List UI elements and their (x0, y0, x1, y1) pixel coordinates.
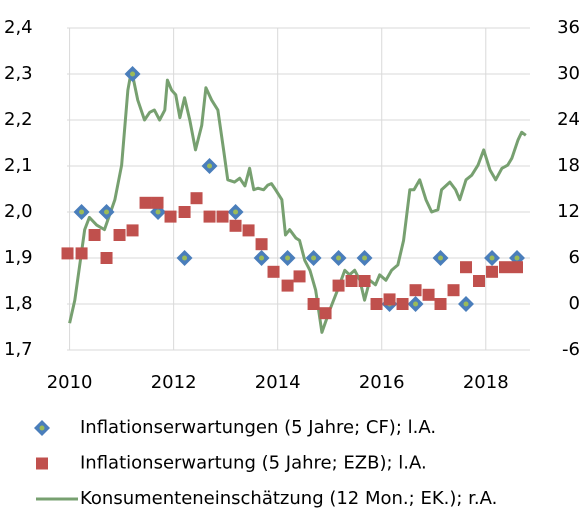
marker-center (285, 255, 291, 261)
square-marker (422, 288, 435, 301)
y-tick-label: 1,8 (4, 293, 33, 314)
y-tick-label: 2,1 (4, 155, 33, 176)
square-marker (88, 229, 101, 241)
square-marker (409, 284, 422, 297)
marker-center (259, 255, 265, 261)
square-marker (345, 275, 358, 287)
square-marker (178, 206, 191, 218)
x-tick-label: 2012 (151, 372, 197, 393)
square-marker (139, 196, 152, 209)
square-marker (229, 219, 242, 232)
marker-center (182, 255, 188, 261)
data-line (68, 68, 527, 334)
marker-center (207, 163, 213, 169)
marker-center (155, 209, 161, 215)
y2-tick-label: 12 (557, 201, 580, 222)
marker-center (489, 255, 495, 261)
square-marker (358, 275, 371, 287)
square-marker (164, 210, 177, 223)
square-marker (370, 298, 383, 310)
marker-center (362, 255, 368, 261)
square-marker (151, 196, 164, 209)
square-marker (510, 261, 523, 274)
marker-center (130, 71, 136, 77)
square-marker (307, 298, 320, 310)
square-marker (75, 247, 88, 260)
x-tick-label: 2010 (47, 372, 93, 393)
y-tick-label: 1,9 (4, 247, 33, 268)
square-marker (113, 229, 126, 241)
square-marker (383, 293, 396, 306)
legend-swatch-center (39, 425, 45, 431)
marker-center (311, 255, 317, 261)
legend-label: Inflationserwartungen (5 Jahre; CF); l.A… (80, 417, 436, 438)
marker-center (463, 301, 469, 307)
square-marker (473, 275, 486, 287)
square-marker (242, 224, 255, 237)
y-tick-label: 2,0 (4, 201, 33, 222)
marker-center (438, 255, 444, 261)
y2-tick-label: 36 (557, 17, 580, 38)
square-marker (434, 298, 447, 310)
legend-swatch (36, 457, 48, 470)
square-marker (281, 279, 294, 292)
square-marker (100, 252, 113, 264)
marker-center (104, 209, 110, 215)
square-marker (267, 265, 280, 278)
square-marker (447, 284, 460, 297)
x-tick-label: 2014 (255, 372, 301, 393)
square-marker (396, 298, 409, 310)
square-marker (319, 307, 332, 320)
y2-tick-label: 6 (569, 247, 580, 268)
square-marker (293, 270, 306, 283)
square-marker (216, 210, 229, 223)
y2-tick-label: 0 (569, 293, 580, 314)
y-tick-label: 1,7 (4, 339, 33, 360)
marker-center (233, 209, 239, 215)
marker-center (79, 209, 85, 215)
y-tick-label: 2,2 (4, 109, 33, 130)
marker-center (514, 255, 520, 261)
square-marker (203, 210, 216, 223)
x-tick-label: 2016 (359, 372, 405, 393)
marker-center (413, 301, 419, 307)
legend-label: Konsumenteneinschätzung (12 Mon.; EK.); … (80, 488, 497, 509)
square-marker (190, 192, 203, 205)
square-marker (332, 279, 345, 292)
square-marker (61, 247, 74, 260)
legend-label: Inflationserwartung (5 Jahre; EZB); l.A. (80, 453, 427, 474)
y2-tick-label: 18 (557, 155, 580, 176)
square-marker (486, 265, 499, 278)
square-marker (460, 261, 473, 274)
y-tick-label: 2,3 (4, 63, 33, 84)
square-marker (499, 261, 512, 274)
square-marker (255, 238, 268, 251)
y2-tick-label: 30 (557, 63, 580, 84)
y-tick-label: 2,4 (4, 17, 33, 38)
marker-center (336, 255, 342, 261)
y2-tick-label: 24 (557, 109, 580, 130)
y2-tick-label: -6 (562, 339, 580, 360)
square-marker (126, 224, 139, 237)
x-tick-label: 2018 (463, 372, 509, 393)
